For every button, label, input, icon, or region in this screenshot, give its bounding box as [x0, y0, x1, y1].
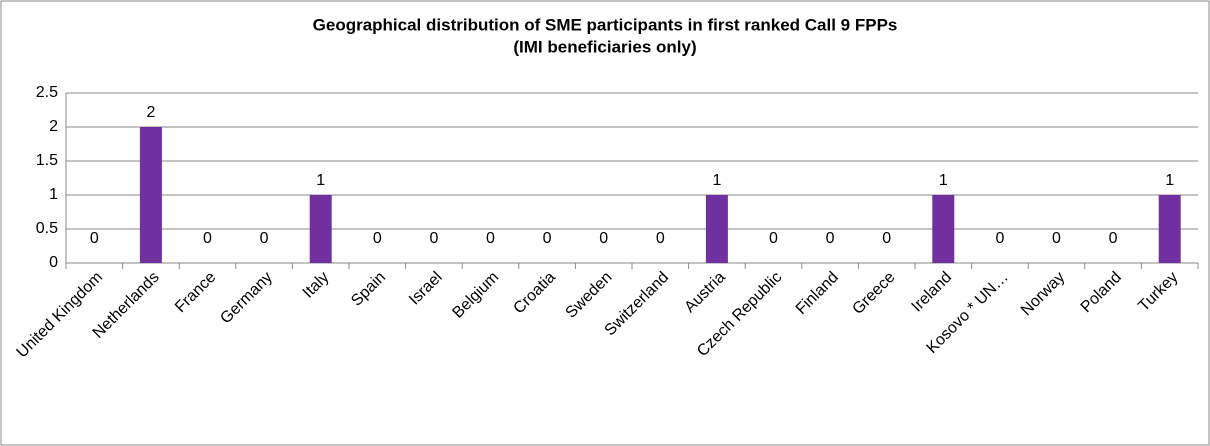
- data-label: 1: [939, 172, 948, 189]
- data-label: 0: [260, 230, 269, 247]
- y-tick-label: 0: [49, 254, 58, 271]
- data-label: 0: [90, 230, 99, 247]
- data-label: 0: [882, 230, 891, 247]
- data-label: 2: [146, 104, 155, 121]
- data-label: 0: [599, 230, 608, 247]
- chart-subtitle: (IMI beneficiaries only): [513, 37, 696, 56]
- y-tick-label: 0.5: [36, 220, 58, 237]
- data-label: 0: [543, 230, 552, 247]
- data-label: 0: [203, 230, 212, 247]
- chart-title: Geographical distribution of SME partici…: [313, 15, 898, 34]
- data-label: 0: [656, 230, 665, 247]
- y-tick-label: 1.5: [36, 152, 58, 169]
- data-label: 0: [1052, 230, 1061, 247]
- data-label: 0: [373, 230, 382, 247]
- bar: [309, 195, 332, 263]
- data-label: 0: [486, 230, 495, 247]
- bar: [139, 127, 162, 263]
- data-label: 1: [1165, 172, 1174, 189]
- data-label: 0: [995, 230, 1004, 247]
- bar: [932, 195, 955, 263]
- data-label: 1: [712, 172, 721, 189]
- bar: [1158, 195, 1181, 263]
- y-tick-label: 1: [49, 186, 58, 203]
- bar: [705, 195, 728, 263]
- y-tick-label: 2: [49, 118, 58, 135]
- data-label: 0: [1109, 230, 1118, 247]
- data-label: 0: [769, 230, 778, 247]
- y-tick-label: 2.5: [36, 84, 58, 101]
- data-label: 1: [316, 172, 325, 189]
- data-label: 0: [429, 230, 438, 247]
- data-label: 0: [826, 230, 835, 247]
